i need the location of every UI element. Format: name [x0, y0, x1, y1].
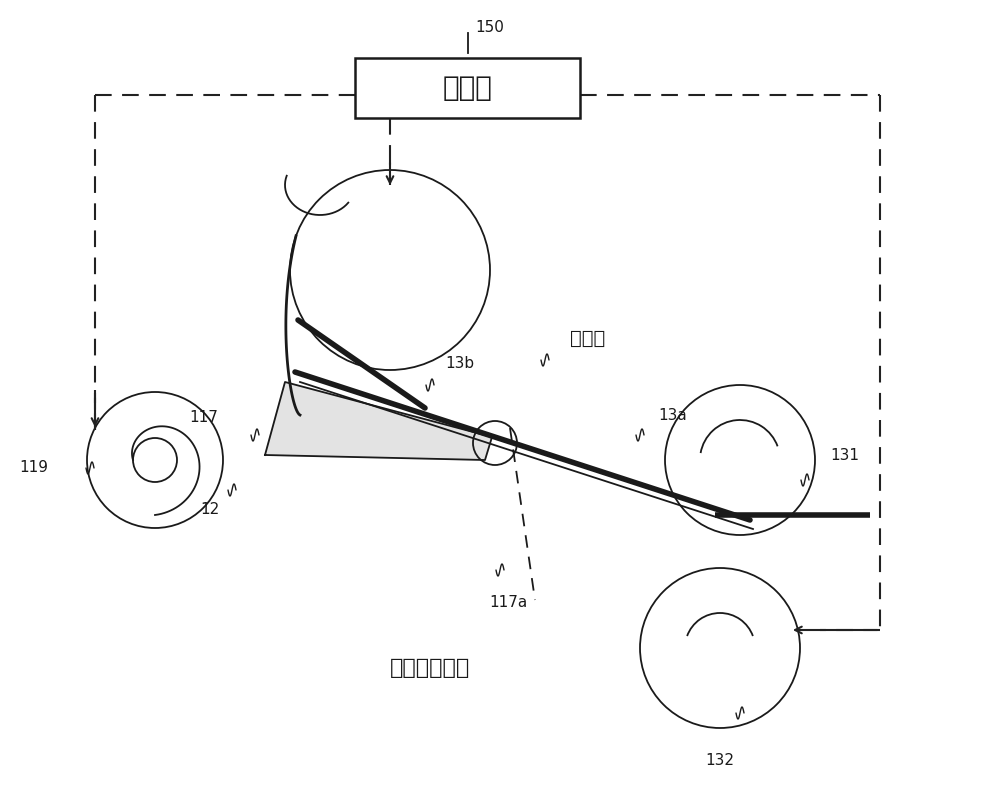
- Text: 12: 12: [200, 503, 220, 518]
- Text: 119: 119: [19, 460, 48, 475]
- Text: 目标剥离位置: 目标剥离位置: [390, 658, 470, 678]
- Text: 131: 131: [830, 447, 859, 463]
- Text: 13b: 13b: [445, 356, 474, 371]
- Polygon shape: [265, 382, 492, 460]
- Text: 150: 150: [476, 21, 504, 35]
- FancyBboxPatch shape: [355, 58, 580, 118]
- Text: 117a: 117a: [489, 595, 527, 610]
- Text: 控制器: 控制器: [443, 74, 492, 102]
- Text: 13a: 13a: [658, 407, 687, 423]
- Text: 117: 117: [189, 411, 218, 426]
- Text: 剥离点: 剥离点: [570, 328, 605, 348]
- Text: 132: 132: [706, 753, 734, 768]
